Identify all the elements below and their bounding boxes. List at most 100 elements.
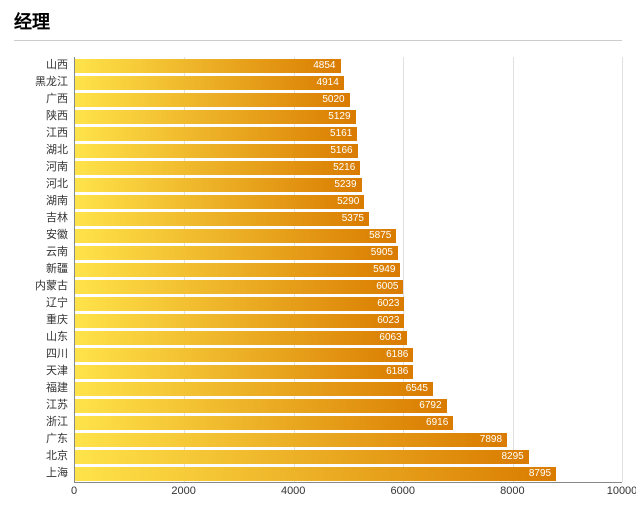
bar: 6023 <box>75 297 404 311</box>
x-tick: 10000 <box>607 485 636 497</box>
bar-row: 6792 <box>75 397 622 414</box>
bar-value: 5375 <box>342 213 364 224</box>
bar: 5290 <box>75 195 364 209</box>
bar-row: 6186 <box>75 363 622 380</box>
bar-value: 7898 <box>480 434 502 445</box>
y-label: 江西 <box>14 125 68 142</box>
y-label: 山东 <box>14 329 68 346</box>
x-tick: 6000 <box>391 485 415 497</box>
bar: 7898 <box>75 433 507 447</box>
bar: 5949 <box>75 263 400 277</box>
x-axis: 0200040006000800010000 <box>74 483 622 503</box>
y-label: 广东 <box>14 431 68 448</box>
bar-row: 5949 <box>75 261 622 278</box>
bar: 5129 <box>75 110 356 124</box>
bar-row: 5875 <box>75 227 622 244</box>
bar-value: 6186 <box>386 349 408 360</box>
y-label: 上海 <box>14 465 68 482</box>
y-label: 广西 <box>14 91 68 108</box>
bar: 6792 <box>75 399 447 413</box>
bar: 8795 <box>75 467 556 481</box>
bar-row: 6545 <box>75 380 622 397</box>
y-label: 黑龙江 <box>14 74 68 91</box>
bar: 6186 <box>75 348 413 362</box>
bar-value: 6023 <box>377 315 399 326</box>
bar-row: 5239 <box>75 176 622 193</box>
bars: 4854 4914 5020 5129 5161 5166 5216 5239 5290 5375… <box>75 57 622 482</box>
y-axis-labels: 山西黑龙江广西陕西江西湖北河南河北湖南吉林安徽云南新疆内蒙古辽宁重庆山东四川天津… <box>14 57 74 483</box>
bar-row: 6916 <box>75 414 622 431</box>
bar-value: 4854 <box>313 60 335 71</box>
bar: 5020 <box>75 93 350 107</box>
bar-value: 6545 <box>406 383 428 394</box>
bar-row: 5166 <box>75 142 622 159</box>
bar-row: 5375 <box>75 210 622 227</box>
bar: 4914 <box>75 76 344 90</box>
bar-row: 6063 <box>75 329 622 346</box>
x-tick: 8000 <box>500 485 524 497</box>
bar: 5166 <box>75 144 358 158</box>
bar-row: 6186 <box>75 346 622 363</box>
x-tick: 2000 <box>171 485 195 497</box>
bar: 6186 <box>75 365 413 379</box>
bar-value: 8295 <box>501 451 523 462</box>
bar-value: 6063 <box>379 332 401 343</box>
bar: 5239 <box>75 178 362 192</box>
bar-row: 6005 <box>75 278 622 295</box>
y-label: 内蒙古 <box>14 278 68 295</box>
y-label: 四川 <box>14 346 68 363</box>
bar: 8295 <box>75 450 529 464</box>
y-label: 福建 <box>14 380 68 397</box>
bar-row: 5290 <box>75 193 622 210</box>
bar-value: 5020 <box>322 94 344 105</box>
bar-row: 4854 <box>75 57 622 74</box>
bar-row: 6023 <box>75 295 622 312</box>
bar-row: 5216 <box>75 159 622 176</box>
y-label: 安徽 <box>14 227 68 244</box>
bar: 5161 <box>75 127 357 141</box>
y-label: 河北 <box>14 176 68 193</box>
bar: 6023 <box>75 314 404 328</box>
bar-value: 5216 <box>333 162 355 173</box>
bar-value: 5129 <box>328 111 350 122</box>
plot: 4854 4914 5020 5129 5161 5166 5216 5239 5290 5375… <box>74 57 622 483</box>
y-label: 北京 <box>14 448 68 465</box>
chart-area: 山西黑龙江广西陕西江西湖北河南河北湖南吉林安徽云南新疆内蒙古辽宁重庆山东四川天津… <box>14 57 622 483</box>
bar: 5216 <box>75 161 360 175</box>
y-label: 新疆 <box>14 261 68 278</box>
bar-row: 4914 <box>75 74 622 91</box>
bar: 6916 <box>75 416 453 430</box>
bar-row: 7898 <box>75 431 622 448</box>
bar-value: 5949 <box>373 264 395 275</box>
bar-value: 4914 <box>317 77 339 88</box>
y-label: 河南 <box>14 159 68 176</box>
grid-line <box>622 57 623 482</box>
bar-value: 5905 <box>371 247 393 258</box>
y-label: 重庆 <box>14 312 68 329</box>
y-label: 江苏 <box>14 397 68 414</box>
bar: 6005 <box>75 280 403 294</box>
y-label: 辽宁 <box>14 295 68 312</box>
chart-title: 经理 <box>14 8 622 41</box>
y-label: 天津 <box>14 363 68 380</box>
bar-value: 5290 <box>337 196 359 207</box>
plot-wrap: 4854 4914 5020 5129 5161 5166 5216 5239 5290 5375… <box>74 57 622 483</box>
bar-value: 5166 <box>330 145 352 156</box>
y-label: 湖南 <box>14 193 68 210</box>
bar-row: 5905 <box>75 244 622 261</box>
chart-container: 经理 山西黑龙江广西陕西江西湖北河南河北湖南吉林安徽云南新疆内蒙古辽宁重庆山东四… <box>0 0 636 517</box>
bar-value: 6005 <box>376 281 398 292</box>
bar-row: 5020 <box>75 91 622 108</box>
bar-row: 6023 <box>75 312 622 329</box>
bar-value: 5875 <box>369 230 391 241</box>
bar: 6063 <box>75 331 407 345</box>
bar-row: 5161 <box>75 125 622 142</box>
bar-value: 6792 <box>419 400 441 411</box>
bar-row: 8795 <box>75 465 622 482</box>
bar-value: 6023 <box>377 298 399 309</box>
y-label: 山西 <box>14 57 68 74</box>
x-tick: 4000 <box>281 485 305 497</box>
bar: 4854 <box>75 59 341 73</box>
y-label: 吉林 <box>14 210 68 227</box>
y-label: 云南 <box>14 244 68 261</box>
